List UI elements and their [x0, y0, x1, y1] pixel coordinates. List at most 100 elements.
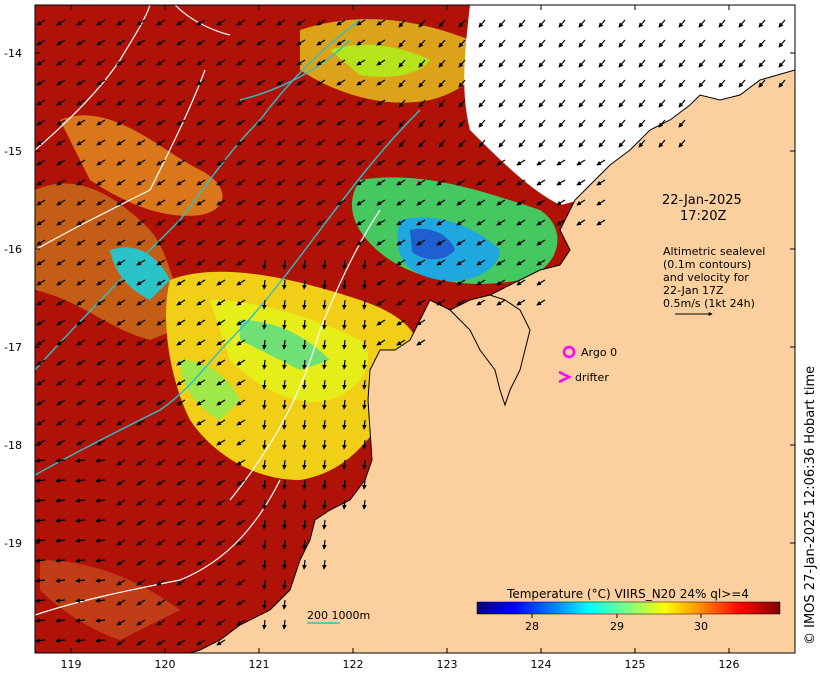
velocity-arrow	[95, 598, 106, 603]
velocity-arrow	[176, 559, 186, 566]
velocity-arrow	[176, 499, 186, 506]
velocity-arrow	[316, 99, 326, 106]
velocity-arrow	[216, 139, 226, 146]
velocity-arrow	[216, 99, 226, 106]
velocity-arrow	[55, 518, 66, 523]
velocity-arrow	[536, 279, 546, 286]
velocity-arrow	[196, 59, 206, 66]
drifter-label: drifter	[575, 371, 609, 384]
velocity-arrow	[678, 79, 686, 88]
velocity-arrow	[216, 599, 226, 606]
velocity-arrow	[262, 399, 267, 410]
velocity-arrow	[196, 479, 206, 486]
velocity-arrow	[618, 119, 626, 128]
velocity-arrow	[216, 479, 226, 486]
velocity-arrow	[596, 159, 606, 166]
velocity-arrow	[36, 339, 46, 346]
velocity-arrow	[156, 639, 166, 646]
velocity-arrow	[36, 19, 46, 26]
velocity-arrow	[556, 179, 566, 186]
velocity-arrow	[698, 19, 706, 28]
velocity-arrow	[376, 59, 386, 66]
velocity-arrow	[96, 439, 106, 446]
velocity-arrow	[376, 299, 386, 306]
drifter-symbol	[558, 370, 572, 384]
velocity-arrow	[536, 299, 546, 306]
velocity-arrow	[538, 19, 546, 28]
velocity-arrow	[216, 459, 226, 466]
velocity-arrow	[136, 339, 146, 346]
no-data-area	[464, 5, 795, 205]
velocity-arrow	[296, 59, 306, 66]
velocity-arrow	[638, 119, 646, 128]
velocity-arrow	[336, 99, 346, 106]
velocity-arrow	[516, 199, 526, 206]
velocity-arrow	[538, 119, 546, 128]
velocity-arrow	[75, 638, 86, 643]
velocity-arrow	[516, 219, 526, 226]
velocity-arrow	[236, 519, 246, 526]
velocity-arrow	[398, 119, 406, 128]
velocity-arrow	[76, 339, 86, 346]
velocity-arrow	[496, 219, 506, 226]
velocity-arrow	[216, 179, 226, 186]
velocity-arrow	[176, 359, 186, 366]
velocity-arrow	[56, 339, 66, 346]
velocity-arrow	[658, 39, 666, 48]
velocity-arrow	[436, 259, 446, 266]
velocity-arrow	[276, 199, 286, 206]
velocity-arrow	[576, 199, 586, 206]
velocity-arrow	[116, 219, 126, 226]
velocity-arrow	[336, 219, 346, 226]
velocity-arrow	[116, 579, 126, 586]
velocity-arrow	[596, 179, 606, 186]
velocity-arrow	[322, 399, 327, 410]
velocity-arrow	[156, 59, 166, 66]
velocity-arrow	[76, 159, 86, 166]
king-sound-land	[449, 294, 531, 407]
velocity-arrow	[576, 159, 586, 166]
velocity-arrow	[416, 339, 426, 346]
velocity-arrow	[156, 559, 166, 566]
velocity-arrow	[236, 379, 246, 386]
velocity-arrow	[302, 419, 307, 430]
velocity-arrow	[698, 39, 706, 48]
velocity-arrow	[36, 79, 46, 86]
velocity-arrow	[236, 319, 246, 326]
velocity-arrow	[96, 239, 106, 246]
velocity-arrow	[322, 299, 327, 310]
velocity-arrow	[376, 279, 386, 286]
velocity-arrow	[498, 139, 506, 148]
velocity-arrow	[256, 39, 266, 46]
velocity-arrow	[196, 419, 206, 426]
velocity-arrow	[496, 279, 506, 286]
velocity-arrow	[156, 319, 166, 326]
velocity-arrow	[176, 39, 186, 46]
velocity-arrow	[536, 179, 546, 186]
velocity-arrow	[156, 179, 166, 186]
velocity-arrow	[256, 139, 266, 146]
velocity-arrow	[262, 419, 267, 430]
velocity-arrow	[262, 259, 267, 270]
velocity-arrow	[76, 439, 86, 446]
velocity-arrow	[262, 559, 267, 570]
velocity-arrow	[196, 119, 206, 126]
velocity-arrow	[196, 299, 206, 306]
velocity-arrow	[316, 39, 326, 46]
velocity-arrow	[216, 279, 226, 286]
velocity-arrow	[136, 439, 146, 446]
velocity-arrow	[116, 299, 126, 306]
velocity-arrow	[322, 539, 327, 550]
velocity-arrow	[476, 299, 486, 306]
velocity-arrow	[282, 299, 287, 310]
velocity-arrow	[262, 319, 267, 330]
velocity-arrow	[36, 419, 46, 426]
velocity-arrow	[436, 219, 446, 226]
velocity-arrow	[136, 59, 146, 66]
velocity-arrow	[56, 359, 66, 366]
velocity-arrow	[658, 19, 666, 28]
velocity-arrow	[296, 199, 306, 206]
velocity-arrow	[136, 559, 146, 566]
velocity-arrow	[136, 419, 146, 426]
